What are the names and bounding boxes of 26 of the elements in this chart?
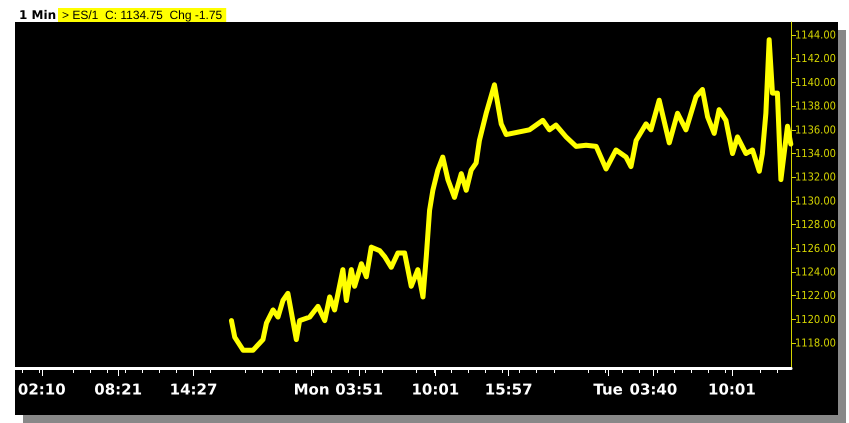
x-tick-label: Mon: [294, 380, 330, 398]
chart-subtitle: > ES/1 C: 1134.75 Chg -1.75: [62, 8, 223, 22]
x-tick-label: 10:01: [411, 380, 460, 398]
y-tick-label: 1124.00: [795, 266, 836, 279]
y-tick-label: 1132.00: [795, 170, 836, 184]
y-tick-label: 1120.00: [795, 312, 836, 326]
y-tick-label: 1134.00: [795, 147, 836, 160]
x-tick-label: 08:21: [94, 380, 142, 398]
x-tick-label: Tue: [593, 380, 623, 398]
x-tick-label: 02:10: [18, 380, 66, 398]
x-tick-label: 15:57: [484, 380, 533, 398]
y-tick-label: 1138.00: [795, 100, 836, 113]
y-tick-label: 1144.00: [795, 28, 836, 42]
x-tick-label: 03:51: [335, 380, 384, 398]
y-tick-label: 1130.00: [795, 194, 836, 208]
y-tick-label: 1122.00: [795, 289, 836, 302]
y-tick-label: 1142.00: [795, 52, 836, 66]
y-tick-label: 1128.00: [795, 218, 836, 232]
chart-title: 1 Min: [19, 8, 56, 22]
x-tick-label: 03:40: [630, 380, 678, 398]
x-tick-label: 10:01: [708, 380, 756, 398]
y-tick-label: 1140.00: [795, 76, 836, 89]
y-tick-label: 1118.00: [795, 336, 836, 350]
y-tick-label: 1136.00: [795, 123, 836, 136]
y-tick-label: 1126.00: [795, 242, 836, 255]
x-tick-label: 14:27: [170, 380, 218, 398]
